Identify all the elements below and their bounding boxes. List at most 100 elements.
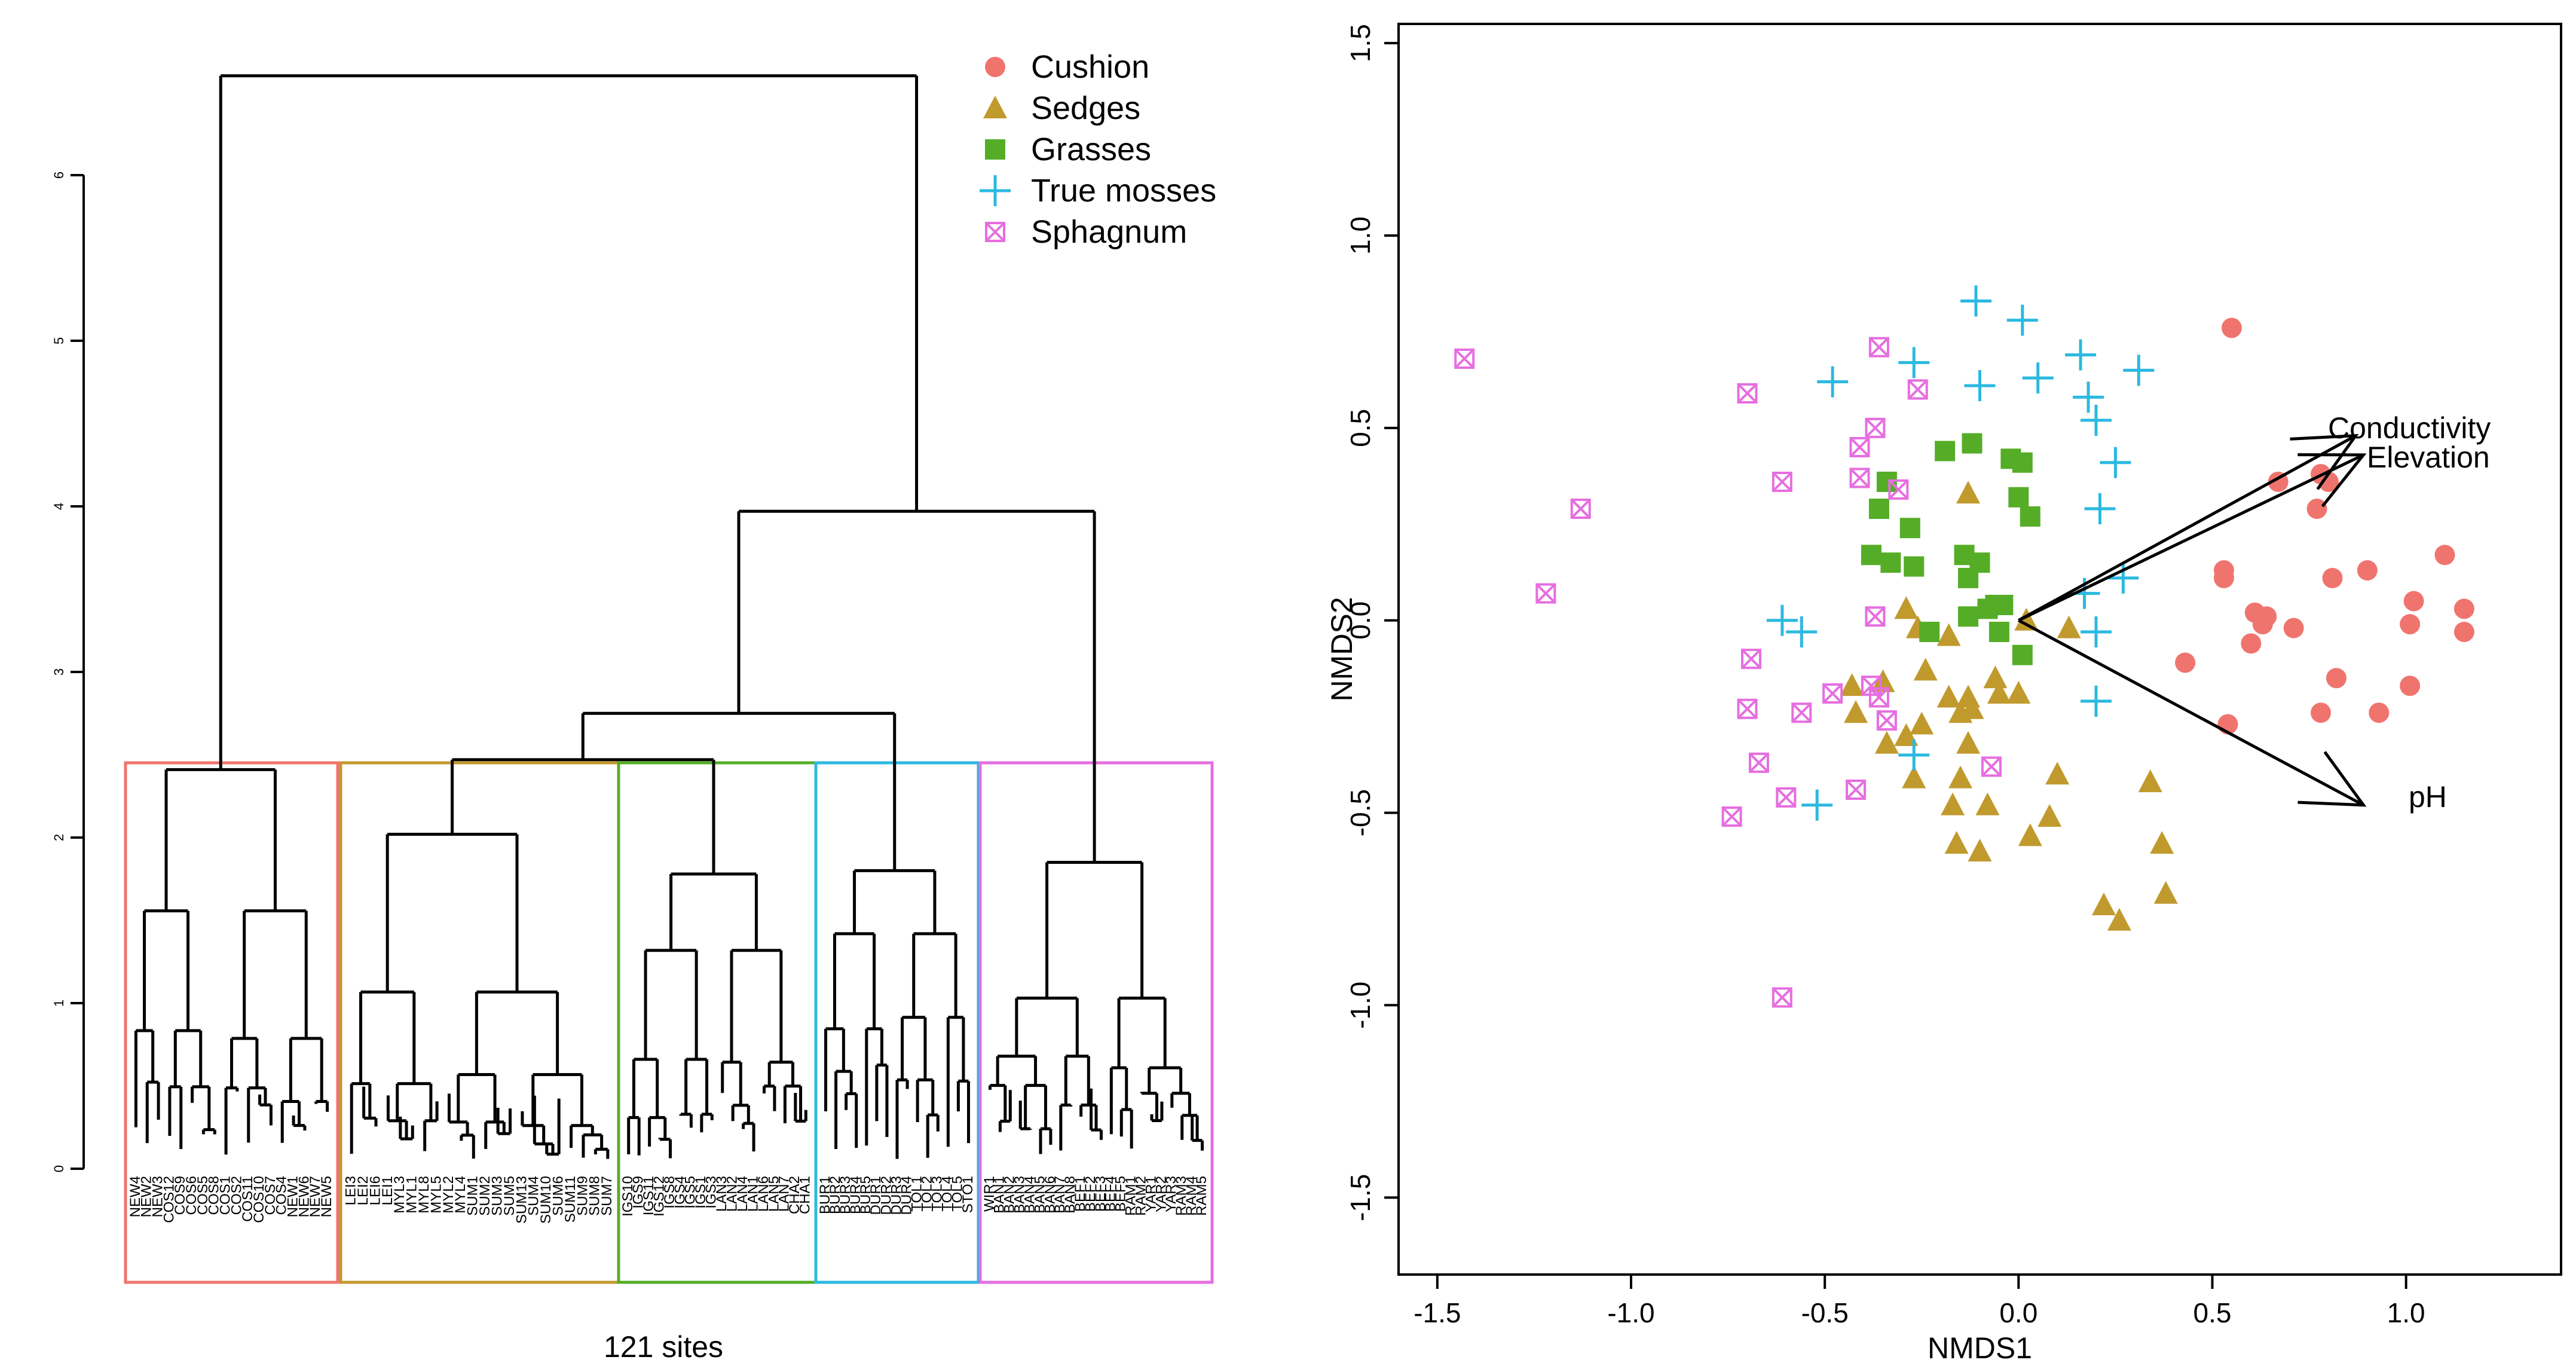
dendro-x-label: 121 sites (604, 1330, 723, 1364)
point-triangle (1874, 731, 1899, 754)
dendro-leaf-label: SUM4 (526, 1176, 542, 1216)
point-boxcross (1981, 756, 2002, 777)
point-triangle (1968, 838, 1992, 861)
dendro-y-tick-label: 1 (51, 1000, 66, 1007)
dendro-leaf-label: SUM2 (477, 1176, 493, 1216)
dendro-leaf-label: BUR1 (817, 1176, 833, 1214)
point-circle (2241, 633, 2262, 654)
dendro-leaf-label: COS2 (228, 1176, 244, 1215)
legend-item-grasses: Grasses (985, 132, 1151, 167)
dendro-leaf-label: NEW2 (139, 1176, 155, 1217)
y-tick-label: -0.5 (1345, 789, 1376, 836)
dendro-leaf-label: MYL2 (440, 1176, 457, 1214)
point-triangle (1960, 696, 1984, 719)
dendro-leaf-label: WIR1 (981, 1176, 998, 1212)
series-sphagnum (1454, 337, 2002, 1008)
dendro-leaf-label: LAN5 (766, 1176, 782, 1212)
dendro-leaf-label: BEF1 (1072, 1176, 1088, 1212)
point-triangle (1956, 731, 1981, 754)
dendro-leaf-label: LAN3 (714, 1176, 730, 1212)
point-circle (2453, 622, 2474, 643)
point-circle (2357, 560, 2378, 581)
point-circle (2326, 668, 2346, 689)
point-triangle (1987, 681, 2011, 704)
dendro-leaf-label: RAM5 (1194, 1176, 1210, 1216)
point-circle (2283, 618, 2304, 638)
dendro-leaf-label: SUM3 (489, 1176, 505, 1216)
point-square (1988, 622, 2009, 643)
point-plus (2081, 616, 2112, 648)
dendro-leaf-label: SUM8 (587, 1176, 603, 1216)
dendro-leaf-label: LEI6 (367, 1176, 383, 1205)
dendro-cluster-true-mosses: BUR1BUR2BUR3BUR4BUR5DUR1DUR2DUR3DUR4TOL1… (814, 761, 980, 1284)
dendro-leaf-label: TOL2 (919, 1176, 935, 1212)
dendro-leaf-label: IGS1 (693, 1176, 709, 1209)
dendro-leaf-label: LAN7 (776, 1176, 793, 1212)
dendro-leaf-label: BAN5 (1032, 1176, 1048, 1214)
dendro-leaf-label: RAM2 (1133, 1176, 1149, 1216)
dendro-y-tick-label: 4 (51, 503, 66, 510)
point-boxcross (1772, 471, 1792, 492)
dendro-leaf-label: BUR4 (848, 1176, 864, 1214)
legend-item-true-mosses: True mosses (980, 173, 1216, 209)
dendro-leaf-label: BAN6 (1042, 1176, 1058, 1214)
dendro-leaf-label: BUR3 (837, 1176, 853, 1214)
dendro-leaf-label: MYL8 (416, 1176, 432, 1214)
point-boxcross (1776, 787, 1797, 808)
vector-arrow-head (2297, 453, 2367, 508)
legend-marker (985, 57, 1005, 77)
dendro-leaf-label: NEW5 (319, 1176, 335, 1217)
x-tick-label: -1.0 (1607, 1297, 1654, 1328)
point-triangle (2014, 607, 2039, 631)
point-boxcross (1737, 383, 1758, 404)
point-boxcross (1849, 467, 1870, 488)
point-plus (2123, 355, 2155, 386)
dendro-y-tick-label: 5 (51, 337, 66, 344)
point-triangle (2091, 893, 2116, 916)
point-square (1899, 518, 1920, 539)
point-triangle (1910, 711, 1934, 735)
dendro-leaf-label: YAR2 (1153, 1176, 1169, 1212)
plot-frame (1397, 23, 2562, 1276)
dendro-leaf-label: COS10 (251, 1176, 267, 1223)
point-circle (2434, 545, 2455, 566)
point-triangle (1871, 669, 1895, 692)
dendro-leaf-label: RAM3 (1173, 1176, 1189, 1216)
dendro-leaf-label: COS7 (262, 1176, 279, 1215)
dendro-leaf-label: SUM5 (501, 1176, 518, 1216)
dendro-leaf-label: YAR3 (1163, 1176, 1179, 1212)
point-triangle (2018, 823, 2042, 847)
vector-conductivity (2018, 433, 2359, 622)
dendro-leaf-label: SUM1 (465, 1176, 481, 1216)
dendro-leaf-label: NEW1 (284, 1176, 301, 1217)
point-circle (2403, 591, 2424, 612)
point-boxcross (1876, 710, 1897, 731)
point-plus (2084, 493, 2116, 525)
legend-marker (985, 139, 1005, 160)
dendro-leaf-label: NEW6 (296, 1176, 312, 1217)
x-axis-label: NMDS1 (1928, 1331, 2032, 1365)
dendro-leaf-label: LEI1 (380, 1176, 396, 1205)
point-plus (2107, 562, 2139, 594)
point-triangle (2057, 615, 2081, 638)
point-square (1977, 598, 1998, 619)
dendro-leaf-label: IGS9 (631, 1176, 647, 1209)
dendro-leaf-label: SUM6 (550, 1176, 567, 1216)
point-plus (2081, 405, 2112, 436)
point-triangle (2045, 762, 2070, 785)
dendro-leaf-label: MYL1 (404, 1176, 420, 1214)
dendro-leaf-label: COS12 (161, 1176, 177, 1223)
dendro-leaf-label: BAN2 (1002, 1176, 1018, 1214)
point-circle (2311, 702, 2332, 723)
dendro-leaf-label: STO1 (960, 1176, 976, 1213)
dendro-leaf-label: COS6 (183, 1176, 200, 1215)
dendro-leaf-label: BEF2 (1082, 1176, 1099, 1212)
series-cushion (2175, 317, 2474, 735)
point-square (1958, 606, 1979, 627)
legend-item-cushion: Cushion (985, 49, 1149, 85)
dendro-y-tick-label: 0 (51, 1165, 66, 1172)
nmds-ordination-panel: -1.5 -1.0 -0.5 0.0 0.5 1.0 -1.5 -1.0 -0.5 0.0 0.5 1… (980, 23, 2562, 1365)
point-square (1919, 622, 1940, 643)
